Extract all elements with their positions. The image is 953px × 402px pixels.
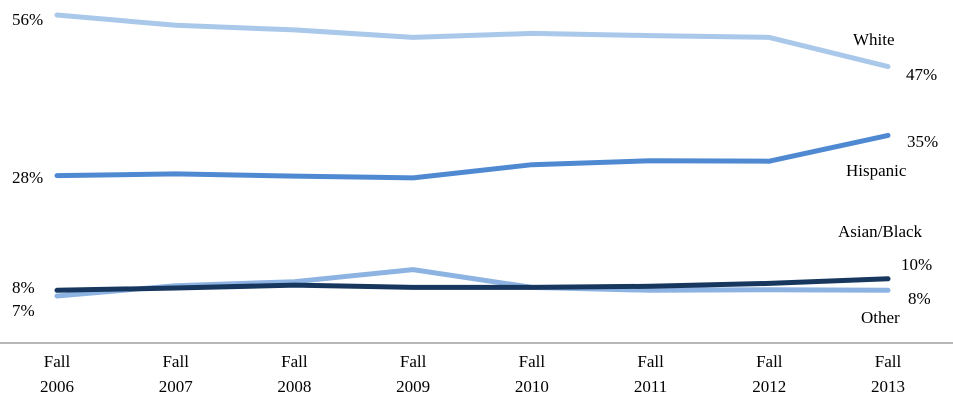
x-tick-label: Fall 2009 — [396, 352, 430, 396]
asian-black-end-label: 10% — [901, 255, 932, 274]
series-lines — [54, 12, 891, 299]
series-line-white — [54, 12, 891, 70]
x-tick-label: Fall 2006 — [40, 352, 74, 396]
other-end-label: 8% — [908, 289, 931, 308]
x-axis-ticks: Fall 2006 Fall 2007 Fall 2008 Fall 2009 Fall 2010… — [40, 352, 905, 396]
series-line-asian-black — [54, 276, 891, 293]
asian-black-series-name: Asian/Black — [838, 222, 923, 241]
white-series-name: White — [853, 30, 895, 49]
x-tick-label: Fall 2013 — [871, 352, 905, 396]
hispanic-end-label: 35% — [907, 132, 938, 151]
asian-black-start-label: 8% — [12, 278, 35, 297]
x-tick-label: Fall 2011 — [634, 352, 667, 396]
white-end-label: 47% — [906, 65, 937, 84]
other-series-name: Other — [861, 308, 900, 327]
x-tick-label: Fall 2010 — [515, 352, 549, 396]
x-tick-label: Fall 2007 — [159, 352, 194, 396]
series-line-hispanic — [54, 132, 891, 181]
x-tick-label: Fall 2012 — [752, 352, 786, 396]
x-tick-label: Fall 2008 — [277, 352, 311, 396]
white-start-label: 56% — [12, 10, 43, 29]
hispanic-start-label: 28% — [12, 168, 43, 187]
hispanic-series-name: Hispanic — [846, 161, 907, 180]
other-start-label: 7% — [12, 301, 35, 320]
